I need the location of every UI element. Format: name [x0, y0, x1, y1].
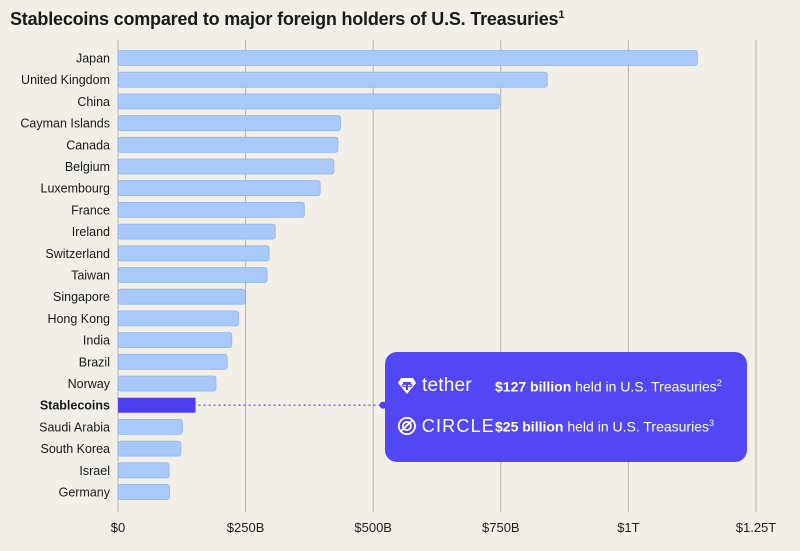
circle-brand-name: CIRCLE	[421, 415, 495, 436]
callout-row-tether: tether $127 billion held in U.S. Treasur…	[397, 374, 722, 398]
category-label: South Korea	[41, 442, 111, 456]
x-tick-label: $0	[111, 520, 125, 535]
circle-footnote: 3	[708, 417, 714, 428]
category-label: France	[71, 203, 110, 217]
bar	[117, 158, 335, 175]
category-label: Hong Kong	[47, 312, 110, 326]
category-label: Israel	[79, 464, 110, 478]
x-tick-label: $1.25T	[736, 520, 777, 535]
category-label: Singapore	[53, 290, 110, 304]
chart-title: Stablecoins compared to major foreign ho…	[10, 9, 564, 30]
category-label: Brazil	[79, 355, 110, 369]
circle-amount: $25 billion	[495, 418, 564, 435]
tether-stat-text: held in U.S. Treasuries	[575, 378, 717, 395]
category-label: Cayman Islands	[20, 117, 110, 131]
tether-footnote: 2	[716, 377, 722, 388]
tether-amount: $127 billion	[495, 378, 572, 395]
bar	[117, 115, 341, 131]
tether-brand-name: tether	[422, 375, 472, 396]
circle-brand: CIRCLE	[397, 415, 495, 437]
category-label: United Kingdom	[21, 73, 110, 87]
bar	[117, 245, 270, 262]
bar	[117, 288, 246, 305]
category-label: Saudi Arabia	[39, 420, 110, 434]
chart-title-text: Stablecoins compared to major foreign ho…	[10, 9, 559, 29]
category-label: Stablecoins	[40, 399, 110, 413]
bar	[117, 136, 339, 153]
circle-logo-icon	[397, 417, 416, 435]
bar	[117, 93, 500, 110]
connector-dot	[379, 401, 387, 409]
bar	[117, 462, 170, 479]
bar	[117, 353, 228, 370]
tether-stat: $127 billion held in U.S. Treasuries2	[495, 378, 722, 395]
x-tick-label: $750B	[482, 520, 520, 535]
bar	[117, 180, 321, 197]
category-label: India	[83, 334, 110, 348]
title-footnote: 1	[558, 9, 565, 21]
circle-stat: $25 billion held in U.S. Treasuries3	[495, 418, 714, 435]
bar	[118, 397, 196, 413]
bar	[117, 201, 305, 218]
x-tick-label: $250B	[227, 520, 265, 535]
stablecoin-callout: tether $127 billion held in U.S. Treasur…	[385, 352, 747, 462]
category-label: China	[77, 95, 110, 109]
category-label: Ireland	[72, 225, 110, 239]
bar	[117, 418, 183, 435]
category-label: Germany	[59, 486, 111, 500]
tether-brand: tether	[397, 375, 495, 397]
callout-row-circle: CIRCLE $25 billion held in U.S. Treasuri…	[397, 414, 714, 438]
category-label: Luxembourg	[41, 182, 111, 196]
x-tick-label: $1T	[617, 520, 639, 535]
category-label: Japan	[76, 52, 110, 66]
category-label: Switzerland	[45, 247, 110, 261]
bar	[117, 440, 182, 457]
tether-logo-icon	[398, 378, 416, 394]
bar	[117, 332, 233, 349]
category-label: Belgium	[65, 160, 110, 174]
bar	[117, 267, 268, 283]
bar	[117, 310, 239, 327]
bar	[117, 71, 548, 88]
category-label: Taiwan	[71, 269, 110, 283]
x-tick-label: $500B	[354, 520, 392, 535]
circle-stat-text: held in U.S. Treasuries	[567, 418, 709, 435]
bar	[117, 50, 698, 66]
category-label: Norway	[68, 377, 111, 391]
category-label: Canada	[66, 138, 110, 152]
bar	[117, 484, 170, 500]
bar	[117, 223, 276, 240]
bar	[117, 375, 217, 392]
